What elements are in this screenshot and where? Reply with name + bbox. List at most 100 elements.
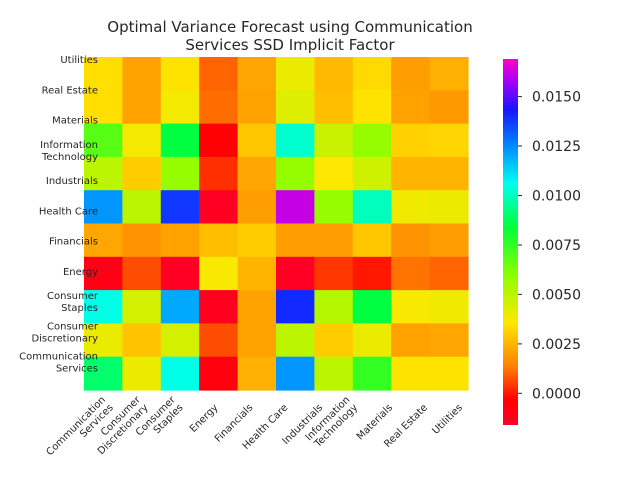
- heatmap-cell: [276, 57, 315, 91]
- y-tick-label: Information Technology: [40, 140, 98, 163]
- heatmap-cell: [84, 290, 123, 324]
- heatmap-cell: [314, 223, 354, 258]
- heatmap-cell: [199, 223, 239, 258]
- heatmap-cell: [352, 156, 392, 191]
- heatmap-cell: [122, 356, 162, 391]
- heatmap-cell: [237, 90, 277, 125]
- chart-title-line-1: Optimal Variance Forecast using Communic…: [107, 18, 473, 36]
- heatmap-cell: [429, 356, 469, 391]
- heatmap-cell: [352, 256, 392, 291]
- heatmap-cell: [160, 156, 200, 191]
- heatmap-cell: [276, 90, 315, 125]
- heatmap-cell: [276, 356, 315, 391]
- heatmap-cell: [237, 356, 277, 391]
- heatmap-cell: [429, 290, 469, 324]
- heatmap-cell: [352, 223, 392, 258]
- heatmap-cell: [391, 356, 431, 391]
- heatmap-cell: [199, 123, 239, 158]
- heatmap-cell: [352, 90, 392, 125]
- heatmap-cell: [199, 57, 239, 91]
- heatmap-cell: [391, 323, 431, 358]
- heatmap-cell: [314, 356, 354, 391]
- heatmap-cell: [237, 123, 277, 158]
- heatmap-cell: [391, 290, 431, 324]
- y-tick-label: Communication Services: [19, 352, 98, 375]
- heatmap-cell: [237, 190, 277, 225]
- heatmap-cell: [122, 323, 162, 358]
- heatmap-cell: [122, 290, 162, 324]
- y-tick-label: Industrials: [46, 176, 98, 187]
- heatmap-cell: [276, 323, 315, 358]
- heatmap-cell: [122, 90, 162, 125]
- heatmap-cell: [122, 190, 162, 225]
- heatmap-cell: [160, 57, 200, 91]
- heatmap-cell: [160, 356, 200, 391]
- heatmap-cell: [237, 290, 277, 324]
- heatmap-cell: [314, 190, 354, 225]
- heatmap-cell: [84, 190, 123, 225]
- heatmap-cell: [160, 256, 200, 291]
- heatmap-cell: [391, 156, 431, 191]
- heatmap-cell: [314, 123, 354, 158]
- heatmap-cell: [276, 190, 315, 225]
- colorbar-tick-label: 0.0125: [532, 139, 581, 155]
- heatmap-cell: [314, 90, 354, 125]
- heatmap-cell: [429, 123, 469, 158]
- heatmap-cell: [84, 223, 123, 258]
- x-axis-ticks: CommunicationServicesConsumerDiscretiona…: [45, 394, 465, 458]
- heatmap-cell: [276, 256, 315, 291]
- heatmap-cell: [276, 123, 315, 158]
- heatmap-cell: [314, 256, 354, 291]
- y-tick-label: Utilities: [60, 55, 98, 66]
- heatmap-cell: [352, 123, 392, 158]
- heatmap-cell: [237, 156, 277, 191]
- heatmap-cell: [199, 356, 239, 391]
- heatmap-cell: [391, 223, 431, 258]
- heatmap-cell: [429, 57, 469, 91]
- heatmap-cell: [391, 256, 431, 291]
- colorbar-tick-label: 0.0075: [532, 238, 581, 254]
- heatmap-cell: [314, 57, 354, 91]
- colorbar-tick-label: 0.0100: [532, 189, 581, 205]
- heatmap-cell: [429, 190, 469, 225]
- heatmap-cell: [429, 323, 469, 358]
- y-tick-label: Energy: [63, 267, 98, 278]
- heatmap-cell: [237, 57, 277, 91]
- heatmap-cell: [199, 90, 239, 125]
- heatmap-cell: [314, 323, 354, 358]
- heatmap-cell: [84, 90, 123, 125]
- heatmap-cell: [122, 57, 162, 91]
- y-tick-label: Materials: [52, 116, 98, 127]
- heatmap-cell: [429, 90, 469, 125]
- heatmap-cell: [160, 290, 200, 324]
- y-tick-label: Health Care: [39, 206, 98, 217]
- heatmap-cell: [199, 290, 239, 324]
- heatmap-cell: [199, 190, 239, 225]
- heatmap-cell: [352, 290, 392, 324]
- chart-title-line-2: Services SSD Implicit Factor: [185, 36, 395, 54]
- y-tick-label: Real Estate: [42, 85, 98, 96]
- heatmap-cell: [237, 323, 277, 358]
- heatmap-cell: [199, 156, 239, 191]
- colorbar-tick-label: 0.0025: [532, 337, 581, 353]
- colorbar-tick-label: 0.0150: [532, 90, 581, 106]
- heatmap-cell: [122, 256, 162, 291]
- heatmap-cell: [160, 123, 200, 158]
- heatmap-cell: [84, 57, 123, 91]
- colorbar-gradient: [503, 59, 518, 425]
- heatmap-cell: [429, 256, 469, 291]
- heatmap-cell: [352, 356, 392, 391]
- heatmap-cell: [122, 223, 162, 258]
- heatmap-cell: [122, 156, 162, 191]
- y-tick-label: Consumer Staples: [47, 291, 99, 314]
- colorbar-tick-label: 0.0000: [532, 386, 581, 402]
- heatmap-cell: [429, 156, 469, 191]
- heatmap-cell: [352, 190, 392, 225]
- heatmap-cell: [276, 156, 315, 191]
- heatmap-cell: [84, 356, 123, 391]
- heatmap-cell: [352, 323, 392, 358]
- heatmap-cell: [391, 190, 431, 225]
- heatmap-cell: [352, 57, 392, 91]
- heatmap-cell: [160, 223, 200, 258]
